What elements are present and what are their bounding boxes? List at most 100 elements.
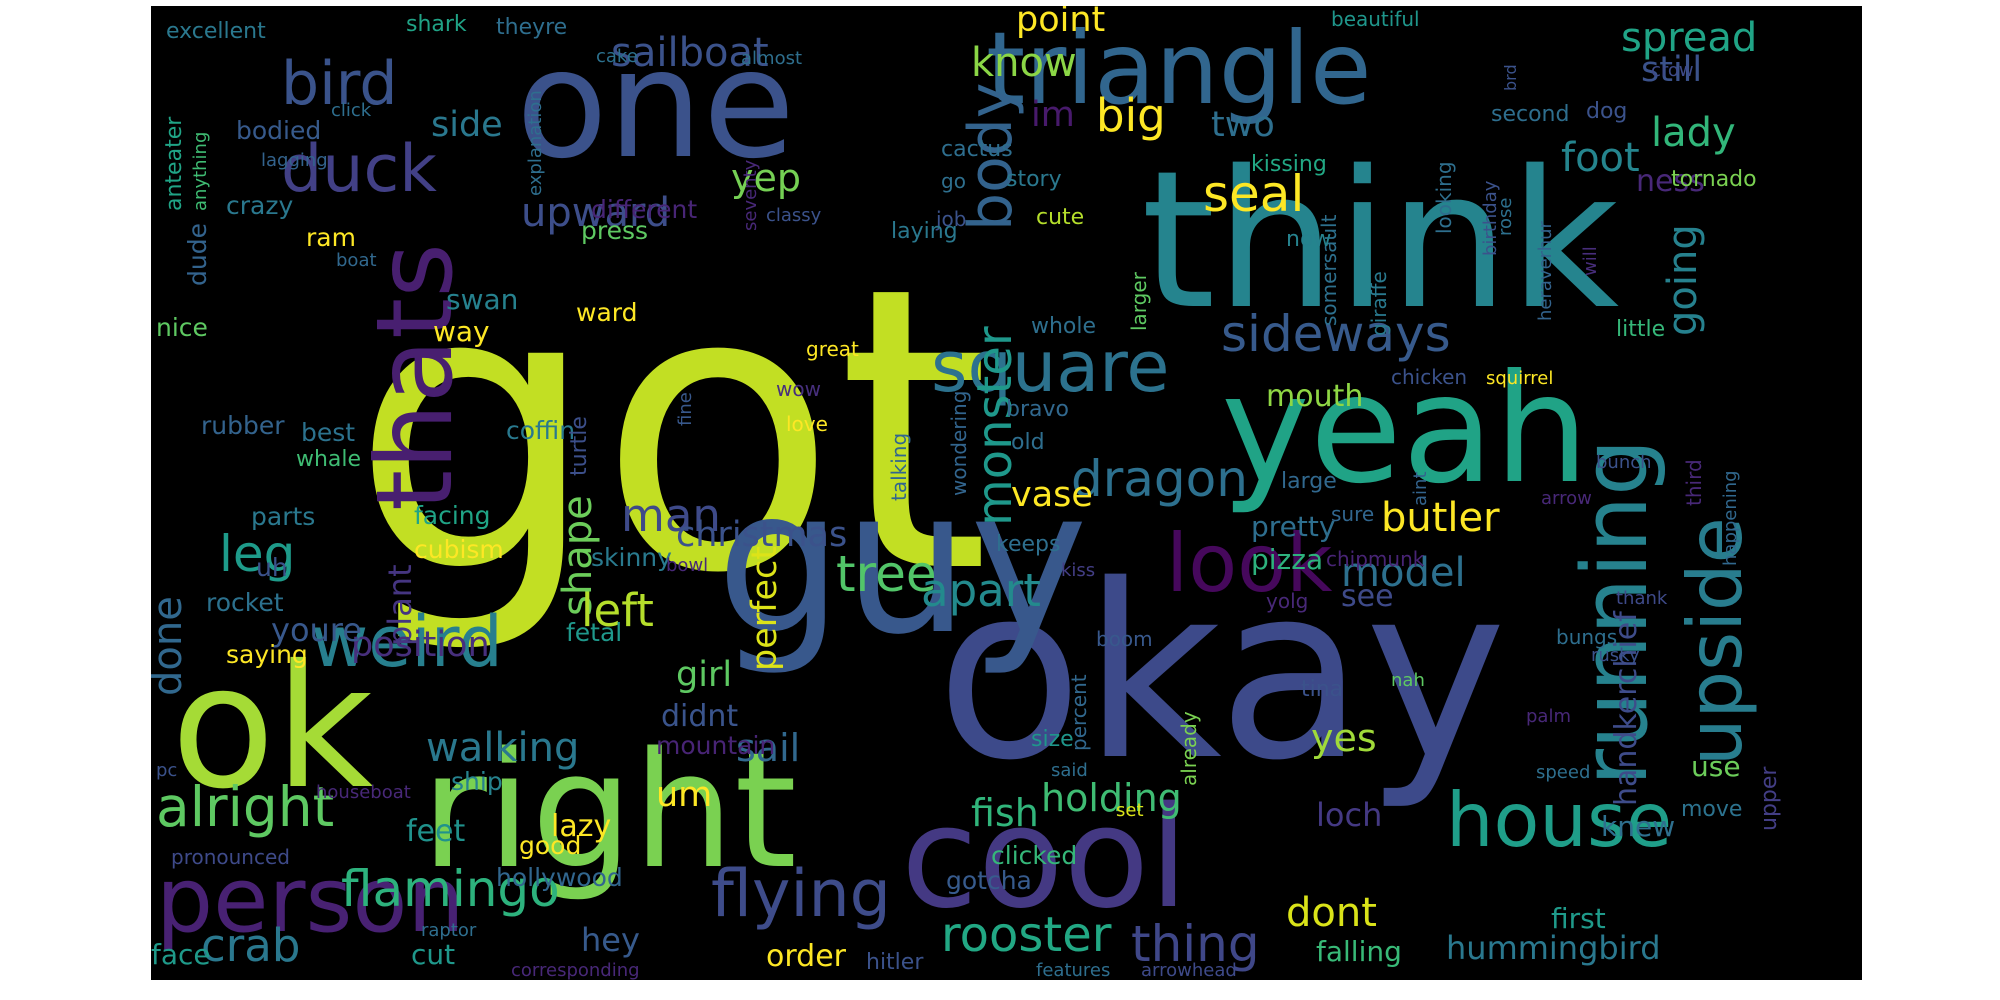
cloud-word: first	[1551, 902, 1606, 935]
cloud-word: corresponding	[511, 960, 640, 980]
cloud-word: cute	[1036, 205, 1084, 230]
cloud-word: big	[1096, 89, 1166, 142]
cloud-word: love	[786, 412, 828, 436]
cloud-word: think	[1141, 130, 1619, 351]
cloud-word: flamingo	[341, 860, 560, 918]
cloud-word: perfect	[745, 546, 785, 671]
cloud-word: rose	[1495, 198, 1516, 236]
cloud-word: will	[1580, 246, 1601, 276]
cloud-word: youre	[271, 611, 362, 649]
cloud-word: yep	[731, 156, 801, 200]
cloud-word: girl	[676, 655, 732, 695]
cloud-word: move	[1681, 797, 1742, 822]
cloud-word: side	[431, 105, 503, 145]
cloud-word: saying	[226, 640, 308, 669]
cloud-word: house	[1446, 776, 1672, 864]
cloud-word: set	[1116, 800, 1144, 821]
cloud-word: sailboat	[611, 30, 769, 76]
cloud-word: running	[1563, 439, 1668, 786]
cloud-word: features	[1036, 960, 1110, 980]
cloud-word: sure	[1331, 502, 1374, 526]
cloud-word: cake	[596, 46, 638, 67]
cloud-word: sideways	[1221, 305, 1451, 363]
cloud-word: christmas	[676, 515, 847, 555]
cloud-word: lady	[1651, 110, 1736, 156]
cloud-word: lazy	[551, 809, 611, 844]
cloud-word: cactus	[941, 137, 1013, 162]
cloud-word: anteater	[162, 116, 187, 211]
cloud-word: laying	[891, 219, 958, 244]
cloud-word: kissing	[1251, 152, 1327, 177]
cloud-word: didnt	[661, 699, 738, 734]
cloud-word: boat	[336, 250, 377, 271]
cloud-word: tornado	[1671, 167, 1757, 192]
cloud-word: large	[1281, 469, 1337, 494]
cloud-word: facing	[414, 501, 491, 530]
cloud-word: arrow	[1541, 488, 1592, 509]
cloud-word: one	[516, 18, 795, 192]
cloud-word: done	[151, 596, 191, 696]
cloud-word: seal	[1203, 165, 1304, 223]
cloud-word: dragon	[1071, 450, 1248, 508]
cloud-word: speed	[1536, 762, 1590, 783]
cloud-word: tina	[1301, 677, 1343, 702]
cloud-word: chicken	[1391, 365, 1467, 389]
cloud-word: right	[421, 717, 797, 904]
cloud-word: ram	[306, 223, 356, 252]
cloud-word: story	[1006, 167, 1062, 192]
cloud-word: hollywood	[496, 863, 623, 892]
cloud-word: palm	[1526, 706, 1571, 727]
cloud-word: square	[931, 326, 1169, 408]
cloud-word: yolg	[1266, 589, 1308, 613]
cloud-word: two	[1211, 105, 1275, 145]
cloud-word: happening	[1720, 470, 1741, 566]
cloud-word: said	[1051, 760, 1088, 781]
cloud-word: mouth	[1266, 379, 1363, 414]
cloud-word: seventy	[740, 159, 761, 231]
cloud-word: order	[766, 939, 847, 974]
cloud-word: little	[1616, 317, 1665, 342]
cloud-word: monster	[967, 326, 1023, 526]
cloud-word: skinny	[591, 543, 672, 572]
cloud-word: wondering	[947, 391, 971, 496]
cloud-word: bungs	[1556, 625, 1617, 649]
cloud-word: nah	[1391, 670, 1425, 691]
cloud-word: okay	[936, 533, 1507, 813]
cloud-word: apart	[921, 564, 1041, 617]
cloud-word: parts	[251, 502, 315, 531]
cloud-word: keeps	[996, 532, 1060, 557]
cloud-word: ship	[451, 767, 503, 796]
cloud-word: good	[519, 831, 581, 860]
cloud-word: falling	[1316, 935, 1402, 968]
cloud-word: birthday	[1480, 180, 1501, 256]
cloud-word: way	[433, 315, 490, 348]
cloud-word: use	[1691, 750, 1741, 783]
cloud-word: hitler	[866, 950, 924, 975]
cloud-word: percent	[1067, 674, 1091, 751]
cloud-word: holding	[1041, 776, 1182, 820]
cloud-word: tree	[836, 545, 937, 603]
cloud-word: press	[581, 216, 648, 245]
cloud-word: dog	[1586, 99, 1627, 124]
cloud-word: aint	[1410, 472, 1431, 507]
cloud-word: person	[156, 848, 465, 953]
cloud-word: crab	[201, 919, 300, 972]
cloud-word: coffin	[506, 416, 575, 445]
cloud-word: nice	[156, 313, 208, 342]
cloud-word: third	[1682, 459, 1706, 506]
cloud-word: clicked	[991, 841, 1077, 870]
cloud-word: see	[1341, 579, 1394, 614]
cloud-word: bowl	[666, 555, 708, 576]
cloud-word: point	[1016, 6, 1105, 40]
cloud-word: swan	[446, 283, 518, 316]
cloud-word: cubism	[414, 535, 504, 564]
cloud-word: excellent	[166, 19, 266, 44]
cloud-word: whole	[1031, 314, 1096, 339]
cloud-word: butler	[1381, 495, 1500, 541]
cloud-word: bravo	[1006, 397, 1069, 422]
cloud-word: know	[971, 40, 1077, 86]
cloud-word: alright	[156, 775, 334, 839]
cloud-word: loch	[1316, 796, 1382, 834]
cloud-word: rocket	[206, 588, 284, 617]
